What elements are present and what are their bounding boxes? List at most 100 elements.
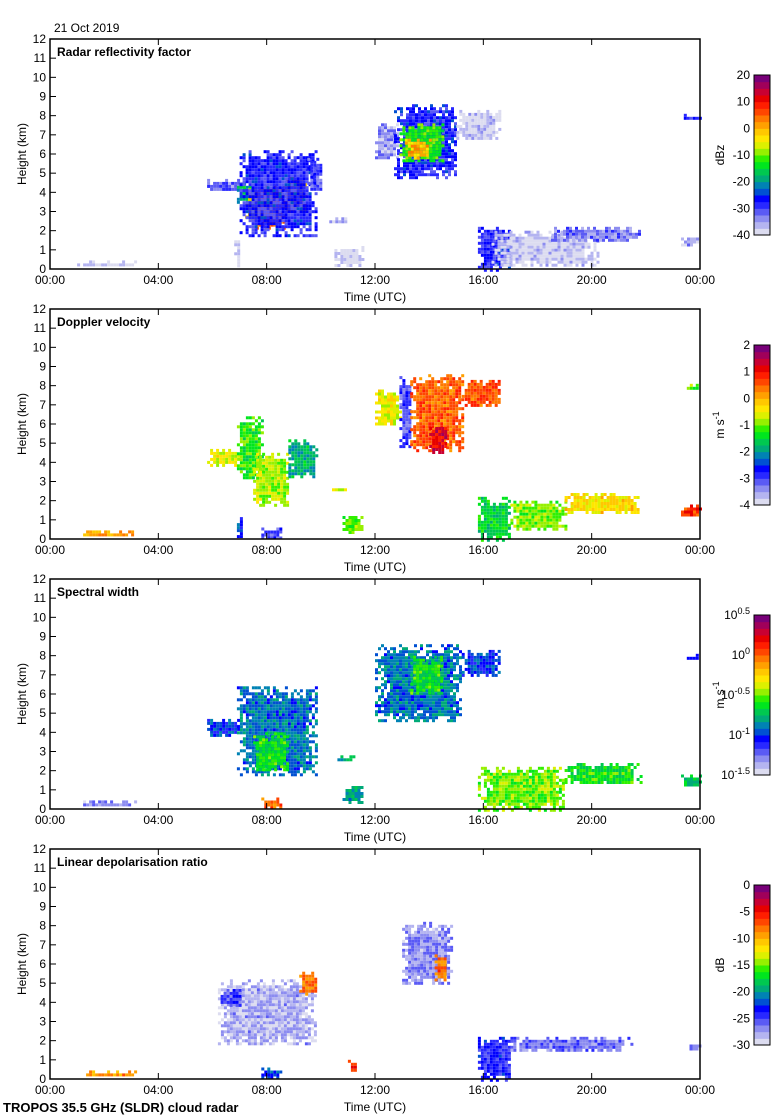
data-cell [471,127,475,131]
data-cell [549,524,553,528]
data-cell [387,147,390,151]
data-cell [390,153,393,157]
data-cell [293,767,297,771]
data-cell [410,150,414,154]
data-cell [524,239,528,243]
data-cell [316,163,320,167]
data-cell [254,701,258,705]
data-cell [299,195,303,199]
data-cell [263,704,267,708]
data-cell [272,725,276,729]
data-cell [275,231,279,235]
data-cell [387,144,390,148]
data-cell [410,147,414,151]
data-cell [311,156,315,160]
data-cell [563,263,567,267]
data-cell [242,476,246,480]
data-cell [299,186,303,190]
data-cell [512,248,516,252]
data-cell [551,235,554,239]
data-cell [635,232,638,236]
data-cell [308,689,312,693]
data-cell [281,174,285,178]
data-cell [684,510,687,514]
data-cell [260,689,264,693]
data-cell [531,500,535,504]
data-cell [428,440,432,444]
data-cell [305,186,309,190]
data-cell [522,521,526,525]
data-cell [515,260,519,264]
data-cell [588,496,592,499]
data-cell [294,451,298,455]
data-cell [303,442,307,446]
data-cell [266,156,270,160]
data-cell [210,733,214,737]
data-cell [402,433,406,437]
data-cell [293,764,297,768]
data-cell [245,177,249,181]
data-cell [387,135,390,139]
data-cell [435,436,439,439]
data-cell [440,377,444,381]
data-cell [296,752,300,756]
data-cell [417,123,421,127]
data-cell [251,719,255,723]
colorbar-swatch [754,498,770,506]
data-cell [477,517,481,521]
data-cell [452,395,456,399]
data-cell [495,226,499,230]
x-tick-label: 00:00 [685,273,715,287]
data-cell [284,725,288,729]
data-cell [272,698,276,702]
data-cell [286,491,290,495]
data-cell [504,520,508,524]
data-cell [486,526,490,530]
data-cell [390,410,393,414]
data-cell [542,239,546,243]
data-cell [495,514,499,518]
data-cell [596,235,599,239]
data-cell [533,245,537,249]
data-cell [251,770,255,774]
data-cell [409,170,412,174]
data-cell [266,722,270,726]
x-tick-label: 00:00 [685,543,715,557]
data-cell [479,397,483,401]
data-cell [277,476,281,480]
data-cell [554,257,558,261]
data-cell [443,389,447,393]
data-cell [390,144,393,148]
data-cell [416,422,420,426]
data-cell [587,242,591,246]
data-cell [228,724,232,728]
data-feature [410,374,465,453]
data-cell [300,457,304,461]
data-cell [101,533,105,537]
data-cell [242,710,246,714]
data-cell [277,482,281,486]
data-cell [422,395,426,399]
data-cell [260,192,264,196]
data-cell [434,410,438,414]
data-cell [239,740,243,744]
data-cell [608,229,611,233]
data-cell [454,134,457,138]
colorbar-swatch [754,195,770,203]
data-cell [245,425,249,429]
data-cell [231,181,235,185]
data-cell [549,506,553,510]
data-cell [455,383,459,387]
data-cell [236,725,240,729]
data-cell [245,165,249,169]
data-cell [452,413,456,417]
data-cell [422,153,426,157]
data-cell [254,204,258,208]
data-cell [276,527,280,531]
data-cell [422,141,426,145]
data-cell [509,233,513,237]
data-cell [257,180,261,184]
colorbar-swatch [754,128,770,136]
data-cell [384,401,387,405]
x-tick-label: 20:00 [577,273,607,287]
